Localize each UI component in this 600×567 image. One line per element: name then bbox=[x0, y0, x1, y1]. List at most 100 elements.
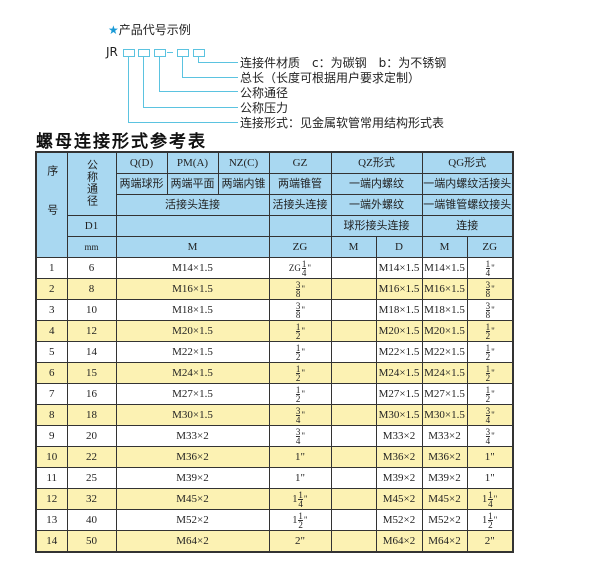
header-empty bbox=[115, 215, 270, 237]
row-nominal-diameter: 14 bbox=[66, 341, 117, 363]
header-qz-d: D bbox=[375, 236, 423, 258]
row-qz-d: M24×1.5 bbox=[375, 362, 423, 384]
row-zg: ZG 1 4 " bbox=[268, 257, 332, 279]
row-zg: 3 4 " bbox=[268, 425, 332, 447]
row-qz-m bbox=[330, 404, 377, 426]
row-qg-m: M18×1.5 bbox=[421, 299, 468, 321]
row-number: 2 bbox=[35, 278, 68, 300]
code-dash bbox=[167, 52, 173, 53]
label-connection: 连接形式：见金属软管常用结构形式表 bbox=[240, 116, 445, 130]
row-qg-m: M27×1.5 bbox=[421, 383, 468, 405]
row-m-thread: M33×2 bbox=[115, 425, 270, 447]
row-qg-m: M20×1.5 bbox=[421, 320, 468, 342]
table-row: 10 22 M36×2 1" M36×2 M36×2 1" bbox=[35, 446, 514, 468]
row-qg-zg: 3 8 " bbox=[466, 278, 514, 300]
row-number: 3 bbox=[35, 299, 68, 321]
row-m-thread: M45×2 bbox=[115, 488, 270, 510]
row-number: 14 bbox=[35, 530, 68, 553]
star-icon: ★ bbox=[108, 23, 119, 37]
row-zg: 3 8 " bbox=[268, 278, 332, 300]
row-qz-d: M39×2 bbox=[375, 467, 423, 489]
row-qg-zg: 3 4 " bbox=[466, 404, 514, 426]
header-gz-union: 活接头连接 bbox=[268, 194, 332, 216]
row-m-thread: M36×2 bbox=[115, 446, 270, 468]
table-row: 11 25 M39×2 1" M39×2 M39×2 1" bbox=[35, 467, 514, 489]
row-m-thread: M27×1.5 bbox=[115, 383, 270, 405]
row-zg: 1" bbox=[268, 446, 332, 468]
row-qz-d: M18×1.5 bbox=[375, 299, 423, 321]
row-zg: 1 2 " bbox=[268, 320, 332, 342]
row-nominal-diameter: 16 bbox=[66, 383, 117, 405]
label-pressure: 公称压力 bbox=[240, 101, 289, 115]
row-qz-d: M36×2 bbox=[375, 446, 423, 468]
row-m-thread: M64×2 bbox=[115, 530, 270, 553]
row-nominal-diameter: 6 bbox=[66, 257, 117, 279]
table-row: 14 50 M64×2 2" M64×2 M64×2 2" bbox=[35, 530, 514, 553]
row-qg-m: M36×2 bbox=[421, 446, 468, 468]
header-qg: QG形式 bbox=[421, 151, 514, 174]
header-qd-desc: 两端球形 bbox=[115, 173, 168, 195]
row-qz-m bbox=[330, 320, 377, 342]
header-qg-desc3: 连接 bbox=[421, 215, 514, 237]
row-qz-d: M14×1.5 bbox=[375, 257, 423, 279]
nut-connection-table: 序号 公称通径 Q(D) PM(A) NZ(C) GZ QZ形式 QG形式 两端… bbox=[35, 151, 514, 553]
row-qz-d: M27×1.5 bbox=[375, 383, 423, 405]
header-qg-desc2: 一端锥管螺纹接头 bbox=[421, 194, 514, 216]
code-box-material bbox=[193, 49, 205, 57]
header-nominal: 公称通径 bbox=[66, 151, 117, 216]
table-row: 9 20 M33×2 3 4 " M33×2 M33×2 3 4 " bbox=[35, 425, 514, 447]
row-qg-m: M39×2 bbox=[421, 467, 468, 489]
code-box-pressure bbox=[138, 49, 150, 57]
row-qg-zg: 1" bbox=[466, 467, 514, 489]
row-nominal-diameter: 12 bbox=[66, 320, 117, 342]
row-nominal-diameter: 10 bbox=[66, 299, 117, 321]
row-m-thread: M30×1.5 bbox=[115, 404, 270, 426]
row-qg-zg: 1 4 " bbox=[466, 257, 514, 279]
header-qz-desc1: 一端内螺纹 bbox=[330, 173, 423, 195]
row-m-thread: M52×2 bbox=[115, 509, 270, 531]
row-nominal-diameter: 20 bbox=[66, 425, 117, 447]
header-nz: NZ(C) bbox=[217, 151, 270, 174]
row-qg-m: M52×2 bbox=[421, 509, 468, 531]
row-m-thread: M18×1.5 bbox=[115, 299, 270, 321]
row-nominal-diameter: 40 bbox=[66, 509, 117, 531]
row-number: 13 bbox=[35, 509, 68, 531]
row-qz-m bbox=[330, 488, 377, 510]
row-nominal-diameter: 22 bbox=[66, 446, 117, 468]
table-row: 2 8 M16×1.5 3 8 " M16×1.5 M16×1.5 3 8 " bbox=[35, 278, 514, 300]
header-qg-desc1: 一端内螺纹活接头 bbox=[421, 173, 514, 195]
row-qg-m: M64×2 bbox=[421, 530, 468, 553]
row-zg: 1 2 " bbox=[268, 362, 332, 384]
row-zg: 3 8 " bbox=[268, 299, 332, 321]
row-m-thread: M22×1.5 bbox=[115, 341, 270, 363]
row-number: 11 bbox=[35, 467, 68, 489]
code-box-length bbox=[177, 49, 189, 57]
row-qz-d: M45×2 bbox=[375, 488, 423, 510]
row-qg-zg: 1 2 " bbox=[466, 362, 514, 384]
row-qg-m: M14×1.5 bbox=[421, 257, 468, 279]
code-box-diameter bbox=[154, 49, 166, 57]
header-d1: D1 bbox=[66, 215, 117, 237]
row-number: 9 bbox=[35, 425, 68, 447]
row-qz-d: M64×2 bbox=[375, 530, 423, 553]
row-qz-m bbox=[330, 278, 377, 300]
row-nominal-diameter: 50 bbox=[66, 530, 117, 553]
heading-text: 产品代号示例 bbox=[118, 23, 191, 37]
row-qg-zg: 1 2 " bbox=[466, 320, 514, 342]
row-qz-m bbox=[330, 530, 377, 553]
row-qg-zg: 1" bbox=[466, 446, 514, 468]
row-qz-d: M20×1.5 bbox=[375, 320, 423, 342]
